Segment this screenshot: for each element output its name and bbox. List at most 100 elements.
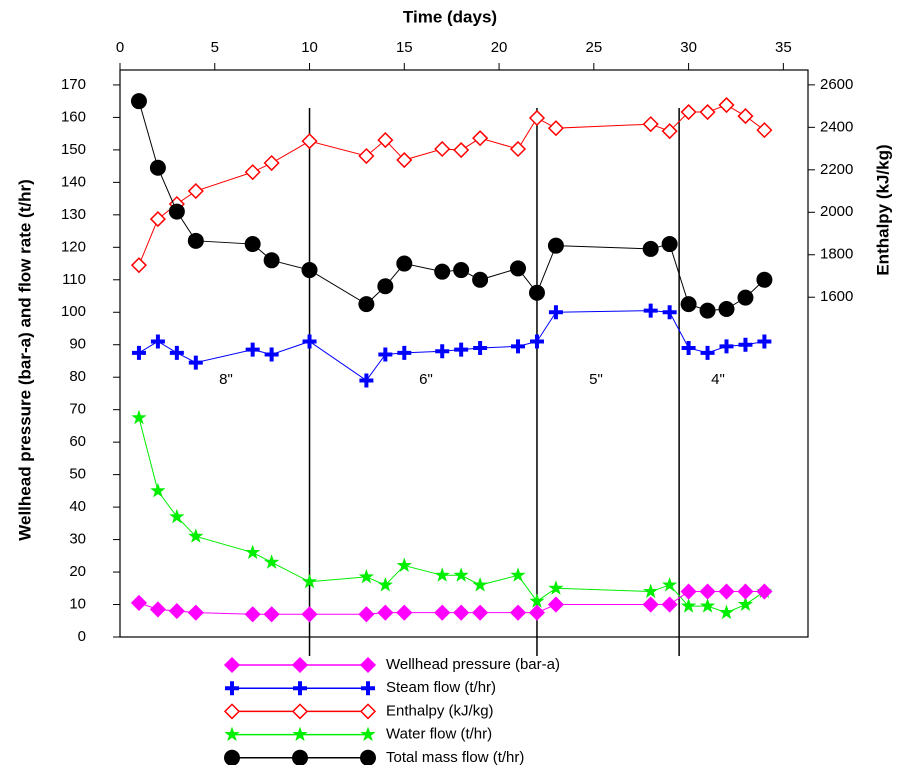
- legend-marker: [223, 656, 241, 674]
- legend-marker: [359, 656, 377, 674]
- marker: [510, 567, 526, 582]
- y-axis-title: Wellhead pressure (bar-a) and flow rate …: [15, 179, 34, 540]
- marker: [301, 262, 318, 279]
- y2-tick-label: 2200: [820, 161, 853, 178]
- marker: [301, 133, 318, 150]
- marker: [473, 340, 488, 355]
- marker: [756, 583, 773, 600]
- series: [131, 303, 772, 388]
- marker: [358, 568, 374, 584]
- legend-marker: [359, 703, 377, 720]
- y-tick-label: 140: [61, 173, 86, 190]
- marker: [718, 96, 735, 114]
- y2-axis-title: Enthalpy (kJ/kg): [873, 144, 892, 275]
- legend-marker: [360, 726, 376, 742]
- y-tick-label: 150: [61, 141, 86, 158]
- x-tick-label: 30: [680, 39, 697, 56]
- legend-marker: [291, 656, 309, 674]
- y-tick-label: 80: [69, 368, 86, 385]
- legend-marker: [291, 703, 309, 720]
- marker: [453, 567, 469, 582]
- series: [130, 93, 773, 319]
- y2-tick-label: 1800: [820, 246, 853, 263]
- marker: [131, 409, 147, 425]
- x-tick-label: 0: [116, 39, 124, 56]
- y-tick-label: 110: [62, 271, 86, 288]
- marker: [149, 601, 166, 618]
- marker: [130, 93, 147, 110]
- y-tick-label: 170: [61, 76, 86, 93]
- marker: [681, 340, 696, 355]
- y2-tick-label: 1600: [820, 288, 853, 305]
- marker: [301, 606, 318, 623]
- marker: [378, 347, 393, 362]
- y-tick-label: 50: [69, 466, 86, 483]
- marker: [680, 103, 697, 121]
- x-tick-label: 5: [211, 39, 219, 56]
- legend-label: Enthalpy (kJ/kg): [386, 702, 494, 719]
- legend-marker: [361, 681, 375, 696]
- marker: [245, 544, 261, 560]
- marker: [396, 557, 412, 573]
- marker: [661, 596, 678, 613]
- marker: [149, 159, 166, 176]
- marker: [509, 604, 527, 621]
- legend-marker: [224, 749, 240, 766]
- marker: [188, 528, 204, 543]
- marker: [737, 289, 754, 306]
- marker: [453, 262, 470, 279]
- marker: [434, 604, 451, 621]
- marker: [699, 103, 716, 121]
- legend-label: Total mass flow (t/hr): [386, 749, 524, 765]
- legend-marker: [360, 749, 376, 766]
- marker: [168, 602, 185, 620]
- marker: [434, 263, 451, 280]
- x-tick-label: 10: [301, 39, 318, 56]
- marker: [396, 255, 413, 272]
- legend-marker: [292, 726, 308, 742]
- y2-tick-label: 2000: [820, 203, 853, 220]
- series: [131, 409, 773, 620]
- marker: [757, 334, 772, 349]
- marker: [131, 345, 146, 360]
- legend-marker: [224, 726, 240, 742]
- marker: [169, 345, 184, 360]
- y-tick-label: 120: [61, 238, 86, 255]
- y-tick-label: 40: [69, 498, 86, 515]
- x-axis-title: Time (days): [403, 7, 497, 26]
- marker: [187, 232, 204, 249]
- marker: [643, 303, 658, 318]
- marker: [662, 305, 677, 320]
- marker: [719, 339, 734, 354]
- marker: [377, 577, 393, 592]
- marker: [699, 583, 716, 600]
- section-label: 8": [219, 371, 233, 388]
- marker: [434, 567, 450, 582]
- marker: [454, 342, 469, 357]
- marker: [642, 240, 659, 257]
- marker: [642, 596, 659, 613]
- marker: [263, 606, 280, 623]
- legend-label: Wellhead pressure (bar-a): [386, 656, 560, 673]
- marker: [244, 606, 261, 623]
- legend-marker: [225, 681, 239, 696]
- marker: [509, 140, 527, 158]
- y2-tick-label: 2600: [820, 76, 853, 93]
- section-label: 4": [711, 371, 725, 388]
- marker: [548, 580, 564, 595]
- marker: [187, 604, 204, 621]
- marker: [150, 482, 166, 498]
- marker: [547, 596, 564, 613]
- marker: [150, 334, 165, 349]
- marker: [397, 345, 412, 360]
- marker: [547, 237, 564, 254]
- legend-label: Steam flow (t/hr): [386, 679, 496, 696]
- x-tick-label: 15: [396, 39, 413, 56]
- marker: [700, 345, 715, 360]
- marker: [472, 130, 489, 147]
- marker: [548, 305, 563, 320]
- marker: [168, 203, 185, 220]
- y2-tick-label: 2400: [820, 118, 853, 135]
- marker: [699, 302, 716, 319]
